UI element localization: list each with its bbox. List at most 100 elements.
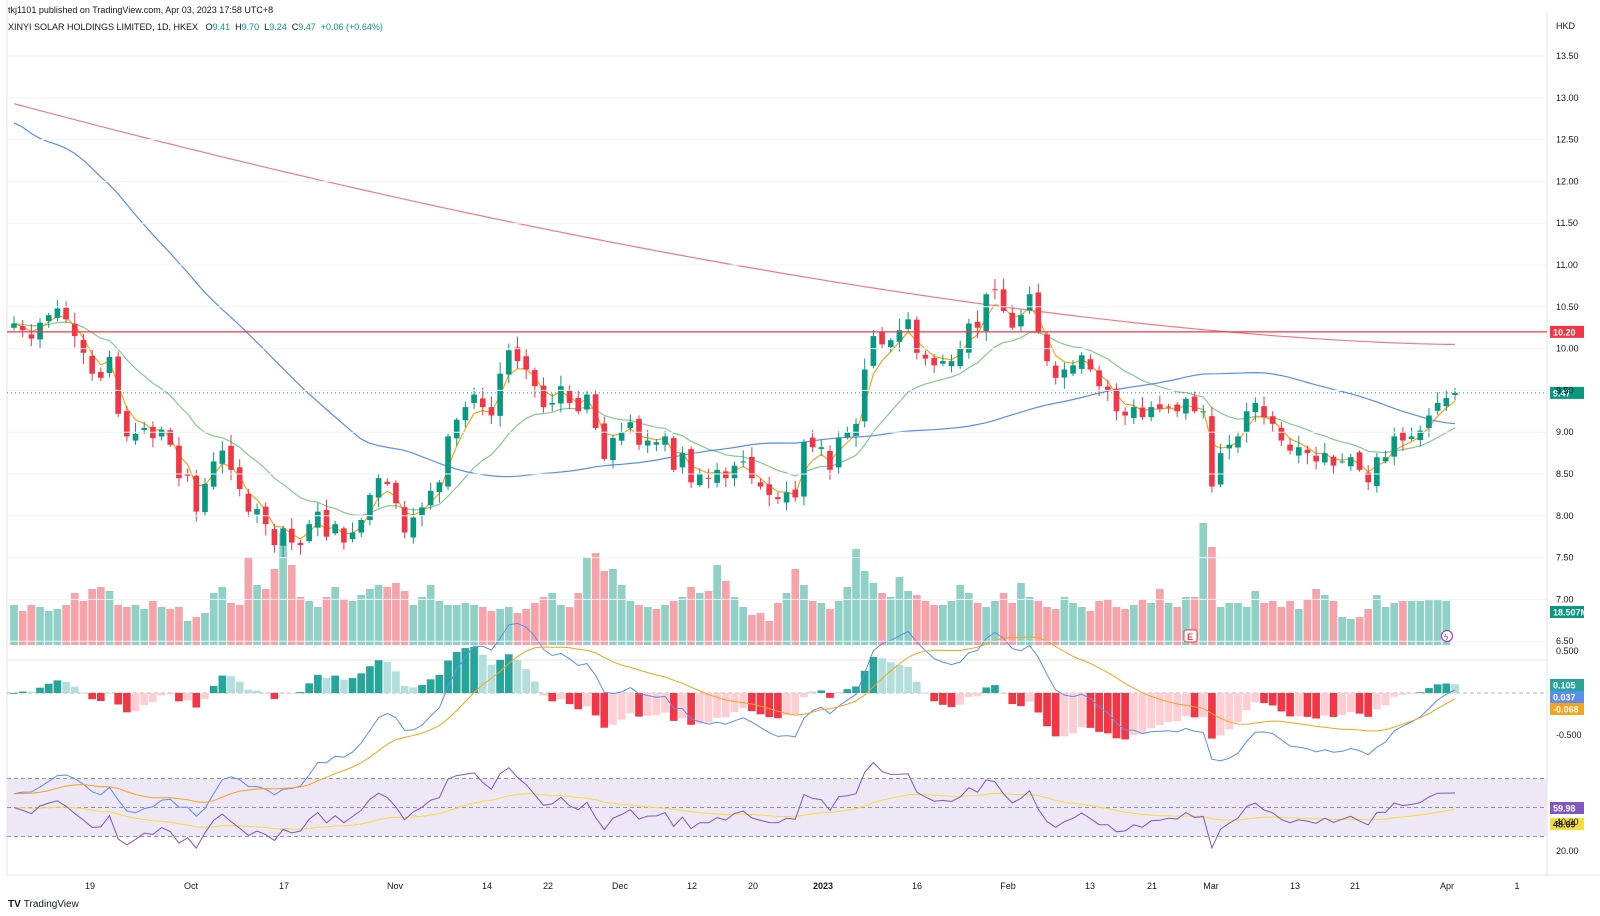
macd-value-tag <box>1550 691 1584 703</box>
macd-histogram-bar <box>1025 693 1034 702</box>
volume-bar <box>808 601 817 645</box>
macd-histogram-bar <box>860 670 869 693</box>
tradingview-footer[interactable]: TV TradingView <box>8 899 79 910</box>
earnings-marker-glyph: E <box>1187 632 1193 642</box>
time-axis: 19 Oct 17 Nov 14 22 Dec 12 20 2023 16 Feb 13 21 Mar 13 2… <box>85 881 1520 891</box>
macd-histogram-bar <box>270 693 279 699</box>
candle-body <box>670 438 677 470</box>
time-tick-label: 12 <box>687 881 697 891</box>
volume-bar <box>973 603 982 645</box>
macd-histogram-bar <box>1034 693 1043 713</box>
macd-histogram-bar <box>426 679 435 693</box>
last-price-tag <box>1550 386 1584 399</box>
time-tick-label: 17 <box>279 881 289 891</box>
macd-histogram-bar <box>721 693 730 718</box>
candle-body <box>45 315 52 322</box>
candle-body <box>905 319 911 330</box>
macd-histogram-bar <box>209 685 218 693</box>
macd-histogram-bar <box>366 666 374 693</box>
symbol-legend[interactable]: XINYI SOLAR HOLDINGS LIMITED, 1D, HKEX O… <box>8 22 383 32</box>
candle-body <box>887 340 894 347</box>
macd-histogram-bar <box>1008 693 1017 705</box>
price-axis: 13.50 13.00 12.50 12.00 11.50 11.00 10.50 10.00… <box>7 51 1579 646</box>
volume-bar <box>583 557 591 645</box>
macd-histogram-bar <box>635 693 643 717</box>
candle-body <box>532 370 538 387</box>
macd-histogram-bar <box>808 691 817 693</box>
volume-bar <box>652 609 661 645</box>
candle-body <box>427 490 434 506</box>
volume-bar <box>817 603 826 645</box>
candle-body <box>1070 365 1076 374</box>
volume-bar <box>1017 583 1025 645</box>
candle-body <box>1243 411 1250 433</box>
candle-body <box>1278 427 1285 441</box>
signal-line <box>13 636 1456 803</box>
macd-histogram-bar <box>1381 693 1390 706</box>
candle-body <box>514 347 521 362</box>
macd-line <box>13 622 1456 817</box>
volume-bar <box>956 585 965 645</box>
candle-body <box>558 386 564 404</box>
macd-histogram-bar <box>218 675 227 693</box>
volume-bar <box>1407 601 1416 645</box>
volume-bar <box>609 569 617 645</box>
currency-label: HKD <box>1556 21 1576 31</box>
volume-bar <box>166 609 175 645</box>
macd-histogram-bar <box>10 693 18 694</box>
candle-body <box>236 467 243 490</box>
volume-bar <box>444 605 452 645</box>
candle-body <box>97 371 104 378</box>
price-tick-label: 10.50 <box>1556 302 1579 312</box>
candle-body <box>861 369 868 422</box>
candle-body <box>141 428 148 431</box>
candle-body <box>913 319 920 353</box>
candle-body <box>714 469 720 483</box>
volume-bar <box>713 565 721 645</box>
candle-body <box>1235 436 1241 448</box>
macd-histogram-bar <box>313 674 322 693</box>
volume-bar <box>392 583 400 645</box>
candle-body <box>601 423 608 459</box>
volume-bar <box>930 605 938 645</box>
macd-histogram-bar <box>253 690 261 693</box>
candle-body <box>1287 444 1293 451</box>
volume-bar <box>1312 589 1320 645</box>
volume-bar <box>400 591 409 645</box>
macd-histogram-bar <box>149 693 157 703</box>
macd-histogram-bar <box>1121 693 1129 740</box>
macd-histogram-bar <box>695 693 704 724</box>
volume-bar <box>209 593 218 645</box>
candle-body <box>384 481 391 485</box>
volume-bar <box>435 601 444 645</box>
volume-bar <box>531 603 539 645</box>
volume-bar <box>461 603 470 645</box>
close-label: C <box>291 22 299 32</box>
volume-bar <box>756 613 765 645</box>
volume-bar <box>1216 607 1225 645</box>
volume-bar <box>1442 601 1451 645</box>
macd-histogram-bar <box>1407 693 1416 694</box>
macd-histogram-bar <box>1312 693 1320 719</box>
volume-bar <box>1182 597 1190 645</box>
macd-histogram-bar <box>730 693 739 713</box>
macd-histogram-bar <box>470 646 478 693</box>
volume-bar <box>357 595 366 645</box>
rsi-ma-line <box>13 792 1456 830</box>
volume-bar <box>1034 601 1043 645</box>
ma20-line <box>13 321 1456 517</box>
ma50-line <box>13 122 1456 478</box>
candle-body <box>879 332 885 345</box>
candle-body <box>176 445 182 479</box>
candle-body <box>462 407 469 421</box>
candle-body <box>367 494 373 521</box>
macd-histogram-bar <box>201 693 209 699</box>
time-tick-label: 19 <box>85 881 95 891</box>
candle-body <box>827 451 833 470</box>
volume-bar <box>296 597 305 645</box>
candle-body <box>132 433 139 441</box>
volume-bar <box>383 587 392 645</box>
macd-histogram-bar <box>678 693 687 719</box>
volume-bar <box>27 605 36 645</box>
